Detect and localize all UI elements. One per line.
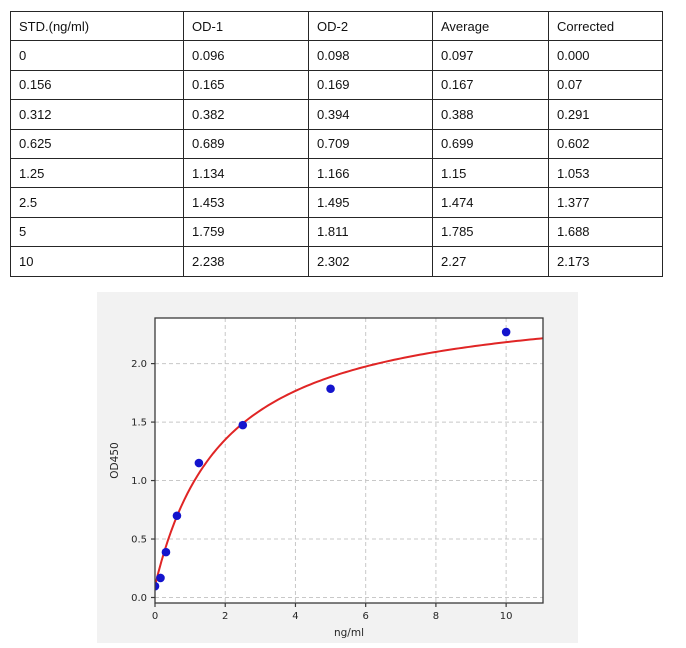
table-cell: 1.25 [10, 157, 184, 189]
table-cell: 2.238 [183, 246, 309, 277]
x-tick-label: 2 [222, 611, 228, 622]
y-tick-label: 2.0 [131, 359, 147, 370]
table-cell: 0.096 [183, 40, 309, 71]
plot-area [155, 318, 543, 603]
table-cell: 1.377 [548, 187, 663, 218]
table-cell: 0.167 [432, 69, 549, 101]
x-tick-label: 6 [362, 611, 368, 622]
table-cell: 1.688 [548, 216, 663, 248]
standard-curve-panel: 0 2 4 6 8 10 0.0 0.5 1.0 1.5 2.0 ng/ml OD450 [97, 292, 578, 643]
table-cell: 0.291 [548, 99, 663, 130]
data-point [194, 458, 204, 468]
table-cell: 0.602 [548, 128, 663, 159]
table-header-row: STD.(ng/ml) OD-1 OD-2 Average Corrected [10, 10, 663, 42]
table-cell: 0.169 [308, 69, 433, 101]
y-axis-label: OD450 [109, 442, 121, 478]
table-cell: 1.474 [432, 187, 549, 218]
table-cell: 1.785 [432, 216, 549, 248]
table-cell: 1.166 [308, 157, 433, 189]
standards-table: STD.(ng/ml) OD-1 OD-2 Average Corrected 0 0.0… [10, 10, 663, 277]
column-header: OD-2 [308, 10, 433, 42]
y-tick-label: 0.5 [131, 535, 147, 546]
table-cell: 0.699 [432, 128, 549, 159]
data-point [161, 547, 171, 557]
table-cell: 10 [10, 246, 184, 277]
table-row: 0.625 0.689 0.709 0.699 0.602 [10, 128, 663, 159]
table-cell: 0.000 [548, 40, 663, 71]
x-tick-label: 8 [433, 611, 439, 622]
data-point [238, 420, 248, 430]
table-cell: 5 [10, 216, 184, 248]
data-point [501, 327, 511, 337]
table-cell: 2.302 [308, 246, 433, 277]
table-cell: 0.388 [432, 99, 549, 130]
column-header: Average [432, 10, 549, 42]
table-cell: 0.689 [183, 128, 309, 159]
table-row: 0.312 0.382 0.394 0.388 0.291 [10, 99, 663, 130]
table-cell: 0 [10, 40, 184, 71]
table-cell: 1.453 [183, 187, 309, 218]
table-cell: 1.134 [183, 157, 309, 189]
data-point [156, 573, 165, 583]
table-cell: 0.709 [308, 128, 433, 159]
table-cell: 0.394 [308, 99, 433, 130]
table-cell: 1.15 [432, 157, 549, 189]
table-row: 0.156 0.165 0.169 0.167 0.07 [10, 69, 663, 101]
data-point [172, 511, 182, 521]
table-cell: 1.495 [308, 187, 433, 218]
table-cell: 0.156 [10, 69, 184, 101]
x-tick-label: 10 [500, 611, 513, 622]
y-tick-label: 1.0 [131, 476, 147, 487]
table-row: 0 0.096 0.098 0.097 0.000 [10, 40, 663, 71]
table-cell: 0.097 [432, 40, 549, 71]
table-row: 10 2.238 2.302 2.27 2.173 [10, 246, 663, 277]
data-point [155, 581, 160, 591]
y-tick-label: 1.5 [131, 418, 147, 429]
x-axis-label: ng/ml [334, 627, 364, 639]
fit-curve [155, 337, 543, 587]
table-row: 1.25 1.134 1.166 1.15 1.053 [10, 157, 663, 189]
table-cell: 1.759 [183, 216, 309, 248]
plot-border [154, 317, 544, 604]
table-cell: 2.173 [548, 246, 663, 277]
table-cell: 0.07 [548, 69, 663, 101]
column-header: OD-1 [183, 10, 309, 42]
table-cell: 0.625 [10, 128, 184, 159]
x-tick-label: 4 [292, 611, 298, 622]
table-cell: 2.5 [10, 187, 184, 218]
table-cell: 1.053 [548, 157, 663, 189]
table-row: 5 1.759 1.811 1.785 1.688 [10, 216, 663, 248]
table-cell: 0.382 [183, 99, 309, 130]
table-cell: 0.312 [10, 99, 184, 130]
table-cell: 0.165 [183, 69, 309, 101]
column-header: STD.(ng/ml) [10, 10, 184, 42]
data-point [326, 384, 335, 394]
table-cell: 1.811 [308, 216, 433, 248]
table-cell: 2.27 [432, 246, 549, 277]
table-cell: 0.098 [308, 40, 433, 71]
y-tick-label: 0.0 [131, 593, 147, 604]
table-row: 2.5 1.453 1.495 1.474 1.377 [10, 187, 663, 218]
standard-curve-chart: 0 2 4 6 8 10 0.0 0.5 1.0 1.5 2.0 ng/ml OD450 [109, 317, 544, 639]
data-points [155, 327, 511, 591]
x-tick-label: 0 [152, 611, 158, 622]
column-header: Corrected [548, 10, 663, 42]
